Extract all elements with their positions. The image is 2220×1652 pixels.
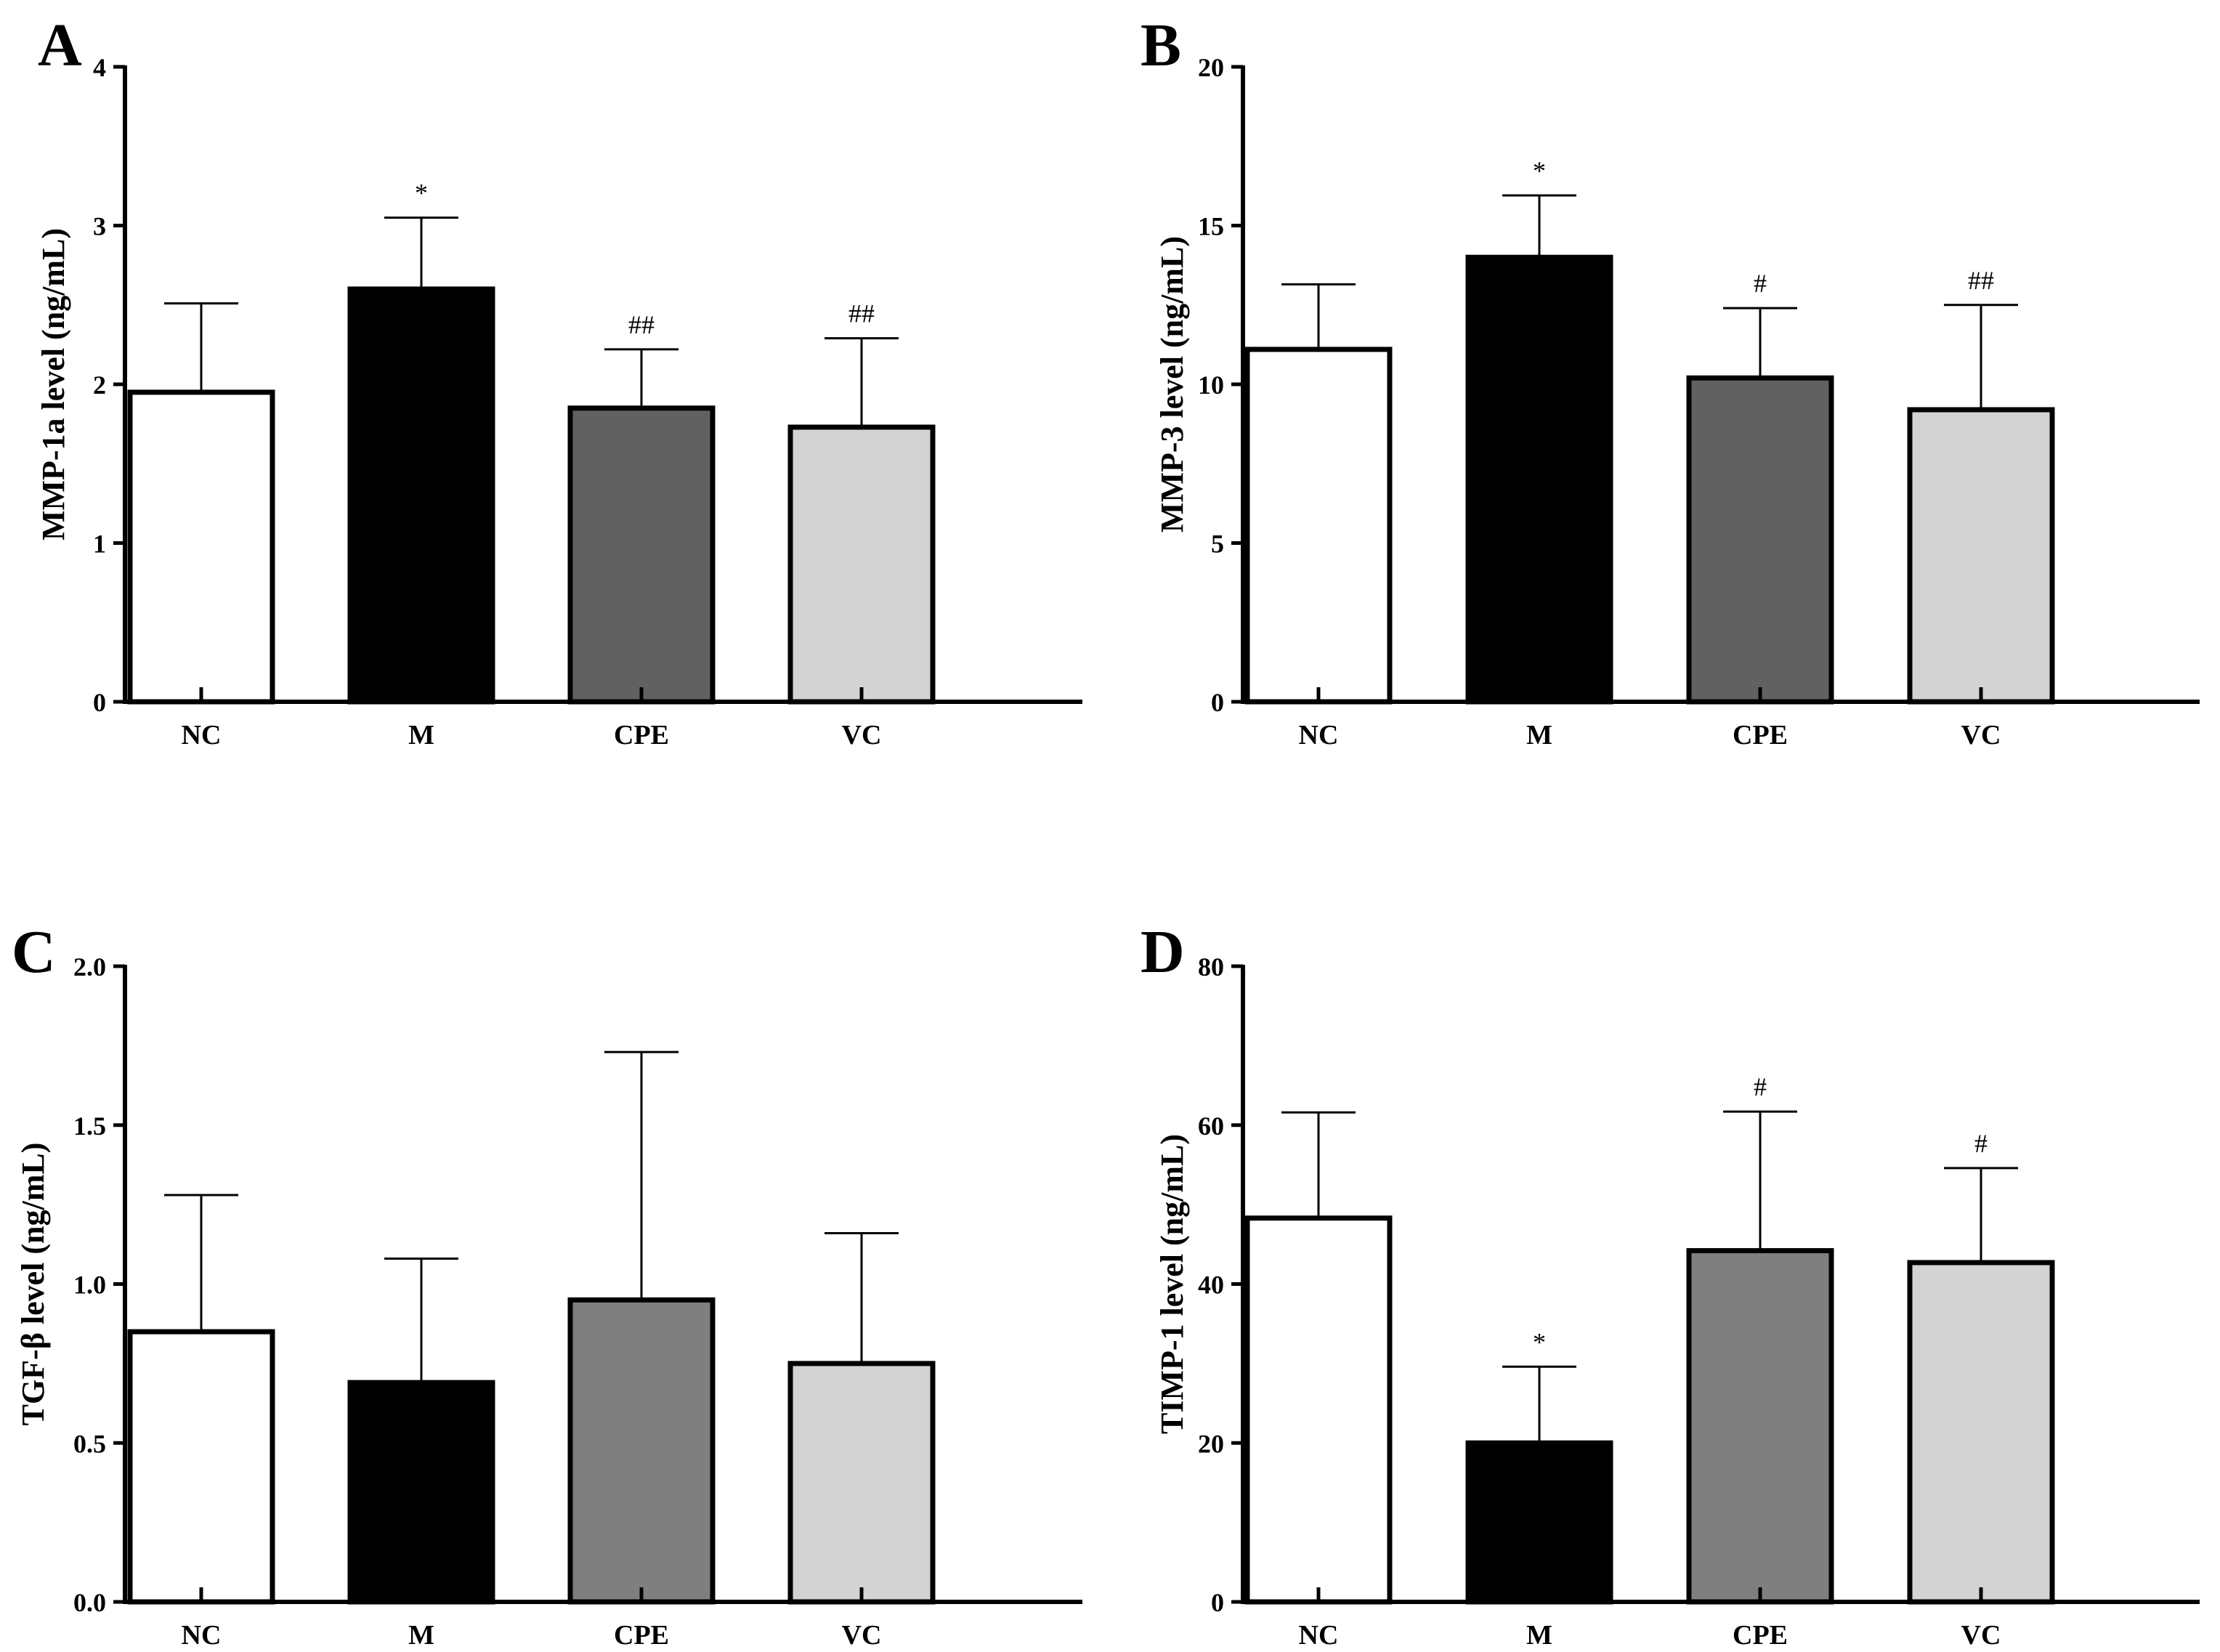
panel-b-y-axis-title: MMP-3 level (ng/mL) bbox=[1154, 236, 1190, 533]
panel-b-ytick-label: 20 bbox=[1198, 53, 1224, 82]
panel-a-bar-m bbox=[347, 286, 495, 705]
panel-b-ytick-label: 5 bbox=[1211, 530, 1224, 559]
panel-b-bar-nc bbox=[1244, 347, 1393, 705]
panel-b-xtick-label: VC bbox=[1961, 720, 2001, 750]
panel-a-annotation: ## bbox=[628, 310, 655, 339]
panel-a-letter: A bbox=[38, 12, 82, 79]
panel-b-ytick-label: 0 bbox=[1211, 688, 1224, 717]
panel-d-letter: D bbox=[1141, 918, 1185, 986]
panel-b-letter: B bbox=[1141, 12, 1181, 79]
panel-d-ytick-label: 0 bbox=[1211, 1588, 1224, 1617]
panel-a-ytick-label: 0 bbox=[93, 688, 106, 717]
panel-a-ytick-label: 1 bbox=[93, 530, 106, 559]
panel-d-xtick-label: M bbox=[1526, 1620, 1552, 1651]
panel-c-ytick-label: 0.5 bbox=[73, 1429, 106, 1458]
panel-b-bar-vc bbox=[1907, 407, 2055, 705]
panel-c-bar-cpe bbox=[567, 1297, 716, 1605]
panel-a-annotation: ## bbox=[848, 299, 875, 328]
panel-d-ytick-label: 60 bbox=[1198, 1112, 1224, 1141]
panel-b-annotation: * bbox=[1533, 156, 1546, 185]
panel-d-bar-vc bbox=[1907, 1260, 2055, 1605]
panel-b-bar-m bbox=[1465, 254, 1613, 705]
panel-a-bar-nc bbox=[127, 389, 275, 705]
panel-d-xtick-label: VC bbox=[1961, 1620, 2001, 1651]
panel-c-ytick-label: 0.0 bbox=[73, 1588, 106, 1617]
panel-b-annotation: # bbox=[1754, 269, 1767, 298]
panel-a-annotation: * bbox=[415, 179, 428, 208]
panel-d-annotation: * bbox=[1533, 1327, 1546, 1356]
panel-a-xtick-label: VC bbox=[842, 720, 882, 750]
panel-a-xtick-label: M bbox=[408, 720, 434, 750]
panel-c-xtick-label: VC bbox=[842, 1620, 882, 1651]
panel-a-bar-vc bbox=[787, 424, 936, 705]
panel-d-ytick-label: 20 bbox=[1198, 1429, 1224, 1458]
panel-c-ytick-label: 1.0 bbox=[73, 1271, 106, 1300]
panel-b-annotation: ## bbox=[1968, 266, 1994, 295]
panel-c-bar-vc bbox=[787, 1361, 936, 1605]
panel-d-y-axis-title: TIMP-1 level (ng/mL) bbox=[1154, 1134, 1190, 1434]
panel-c-ytick-label: 1.5 bbox=[73, 1112, 106, 1141]
panel-a-xtick-label: NC bbox=[182, 720, 222, 750]
panel-d-annotation: # bbox=[1974, 1129, 1988, 1158]
panel-a-y-axis-title: MMP-1a level (ng/mL) bbox=[36, 228, 71, 540]
panel-a-bar-cpe bbox=[567, 405, 716, 705]
panel-d-ytick-label: 80 bbox=[1198, 952, 1224, 981]
panel-b-xtick-label: CPE bbox=[1733, 720, 1788, 750]
panel-d-xtick-label: CPE bbox=[1733, 1620, 1788, 1651]
panel-d-annotation: # bbox=[1754, 1072, 1767, 1101]
panel-a-ytick-label: 2 bbox=[93, 371, 106, 400]
panel-c-xtick-label: CPE bbox=[614, 1620, 669, 1651]
panel-c-bar-m bbox=[347, 1380, 495, 1605]
panel-c-y-axis-title: TGF-β level (ng/mL) bbox=[15, 1143, 51, 1426]
panel-a-ytick-label: 3 bbox=[93, 212, 106, 241]
panel-d-ytick-label: 40 bbox=[1198, 1271, 1224, 1300]
panel-c-ytick-label: 2.0 bbox=[73, 952, 106, 981]
panel-c-xtick-label: NC bbox=[182, 1620, 222, 1651]
panel-b-xtick-label: NC bbox=[1299, 720, 1339, 750]
panel-c-letter: C bbox=[12, 918, 56, 986]
panel-d-bar-cpe bbox=[1686, 1248, 1834, 1605]
panel-d-bar-m bbox=[1465, 1440, 1613, 1605]
panel-b-xtick-label: M bbox=[1526, 720, 1552, 750]
panel-a-xtick-label: CPE bbox=[614, 720, 669, 750]
panel-c-xtick-label: M bbox=[408, 1620, 434, 1651]
panel-b-bar-cpe bbox=[1686, 375, 1834, 705]
panel-b-ytick-label: 10 bbox=[1198, 371, 1224, 400]
panel-b-ytick-label: 15 bbox=[1198, 212, 1224, 241]
panel-d-bar-nc bbox=[1244, 1215, 1393, 1605]
panel-a-ytick-label: 4 bbox=[93, 53, 106, 82]
panel-c-bar-nc bbox=[127, 1329, 275, 1605]
panel-d-xtick-label: NC bbox=[1299, 1620, 1339, 1651]
